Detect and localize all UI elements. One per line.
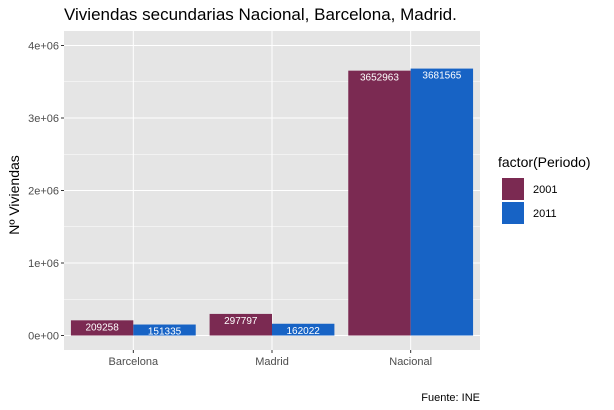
bar-value-labels: 209258 151335 297797 162022 3652963 3681565 xyxy=(85,71,461,338)
bar-madrid-2011 xyxy=(272,323,335,336)
bar-label: 209258 xyxy=(85,322,119,333)
chart-title: Viviendas secundarias Nacional, Barcelon… xyxy=(64,5,457,24)
legend: factor(Periodo) 2001 2011 xyxy=(498,154,591,224)
x-axis-ticks: Barcelona Madrid Nacional xyxy=(109,350,432,368)
y-axis-ticks: 0e+00 1e+06 2e+06 3e+06 4e+06 xyxy=(28,41,64,343)
bar-madrid-2001 xyxy=(209,313,272,336)
x-tick-label: Nacional xyxy=(389,356,432,368)
y-tick-label: 1e+06 xyxy=(28,258,59,270)
y-axis-title: Nº Viviendas xyxy=(6,155,22,235)
x-tick-label: Madrid xyxy=(255,356,289,368)
bar-label: 162022 xyxy=(287,326,321,337)
y-tick-label: 3e+06 xyxy=(28,113,59,125)
x-tick-label: Barcelona xyxy=(109,356,159,368)
y-tick-label: 4e+06 xyxy=(28,41,59,53)
y-tick-label: 2e+06 xyxy=(28,186,59,198)
y-tick-label: 0e+00 xyxy=(28,331,59,343)
legend-label: 2011 xyxy=(533,208,557,220)
legend-key-2011 xyxy=(502,202,524,224)
caption: Fuente: INE xyxy=(421,392,480,404)
bar-barcelona-2001 xyxy=(70,320,134,336)
legend-key-2001 xyxy=(502,178,524,200)
bar-barcelona-2011 xyxy=(133,324,196,336)
bar-label: 3652963 xyxy=(360,73,399,84)
bar-label: 151335 xyxy=(148,327,182,338)
bar-label: 3681565 xyxy=(422,71,461,82)
bar-nacional-2011 xyxy=(410,68,474,336)
legend-label: 2001 xyxy=(533,184,557,196)
bars xyxy=(70,68,474,336)
legend-title: factor(Periodo) xyxy=(498,154,591,170)
bar-nacional-2001 xyxy=(348,70,411,336)
bar-label: 297797 xyxy=(224,316,258,327)
